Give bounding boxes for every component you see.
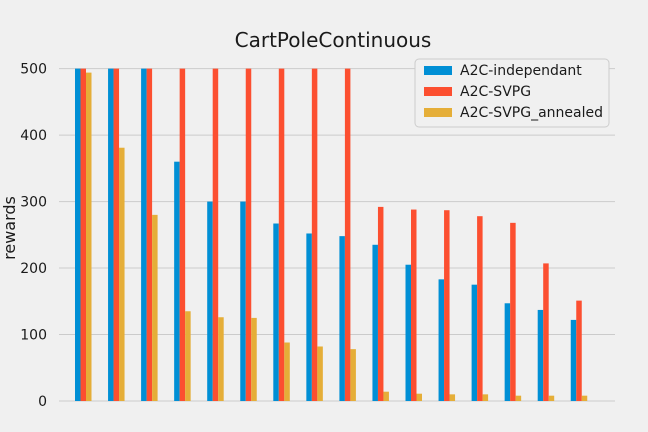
bar-a2c-svpg-3: [146, 68, 153, 401]
chart-title: CartPoleContinuous: [235, 28, 432, 52]
legend-swatch-a2c-independant: [424, 66, 452, 75]
y-tick-label-100: 100: [20, 328, 47, 344]
bar-a2c-svpg-16: [576, 300, 582, 401]
bar-a2c-independant-16: [570, 319, 577, 401]
bar-a2c-independant-6: [240, 201, 246, 401]
bar-a2c-svpg-5: [212, 68, 219, 401]
bar-a2c-svpg-10: [377, 206, 384, 401]
y-tick-label-300: 300: [20, 195, 47, 211]
bar-a2c-svpg-9: [344, 68, 351, 401]
bar-a2c-independant-11: [405, 264, 411, 401]
bar-a2c-independant-14: [504, 303, 511, 401]
bar-a2c-independant-1: [75, 68, 81, 401]
bar-a2c-svpg-annealed-3: [152, 214, 158, 401]
legend-swatch-a2c-svpg-annealed: [424, 108, 452, 117]
bar-a2c-svpg-annealed-14: [515, 395, 522, 401]
y-axis-ticks: 0 100 200 300 400 500: [20, 62, 47, 410]
bar-a2c-svpg-6: [245, 68, 252, 401]
bar-a2c-svpg-annealed-11: [416, 393, 422, 401]
bar-a2c-svpg-12: [444, 210, 450, 401]
bar-a2c-svpg-annealed-16: [581, 395, 588, 401]
bar-a2c-svpg-1: [80, 68, 86, 401]
bar-a2c-svpg-8: [311, 68, 318, 401]
bars: [75, 68, 588, 402]
y-tick-label-0: 0: [38, 394, 47, 410]
bar-a2c-independant-2: [108, 68, 114, 401]
bar-a2c-independant-13: [471, 284, 478, 401]
bar-a2c-svpg-15: [543, 263, 549, 401]
bar-a2c-svpg-annealed-1: [86, 72, 92, 402]
bar-a2c-svpg-annealed-8: [317, 346, 323, 401]
bar-a2c-svpg-14: [510, 222, 516, 401]
bar-a2c-svpg-4: [179, 68, 186, 401]
bar-a2c-independant-7: [273, 223, 279, 401]
bar-a2c-svpg-annealed-12: [449, 394, 456, 401]
bar-a2c-svpg-annealed-10: [383, 391, 389, 401]
y-axis-label: rewards: [0, 196, 19, 260]
legend-label-a2c-svpg-annealed: A2C-SVPG_annealed: [460, 105, 603, 121]
bar-a2c-independant-9: [339, 236, 345, 401]
y-tick-label-500: 500: [20, 62, 47, 78]
bar-a2c-independant-15: [537, 309, 544, 401]
bar-a2c-svpg-annealed-2: [119, 147, 125, 401]
legend-box: [414, 58, 610, 128]
bar-a2c-svpg-annealed-5: [218, 317, 224, 401]
bar-a2c-svpg-annealed-15: [548, 395, 555, 401]
bar-a2c-svpg-annealed-4: [185, 311, 191, 401]
bar-a2c-independant-5: [207, 201, 213, 401]
bar-a2c-independant-12: [438, 279, 445, 401]
y-tick-label-200: 200: [20, 261, 47, 277]
bar-a2c-svpg-annealed-9: [350, 349, 356, 401]
bar-a2c-svpg-annealed-13: [482, 394, 489, 401]
bar-a2c-independant-8: [306, 233, 312, 401]
bar-a2c-svpg-annealed-6: [251, 317, 257, 401]
bar-a2c-svpg-13: [477, 216, 483, 401]
legend: A2C-independant A2C-SVPG A2C-SVPG_anneal…: [414, 58, 610, 128]
bar-a2c-independant-10: [372, 244, 378, 401]
y-tick-label-400: 400: [20, 128, 47, 144]
bar-a2c-svpg-annealed-7: [284, 342, 290, 401]
legend-label-a2c-svpg: A2C-SVPG: [460, 84, 531, 100]
bar-a2c-svpg-11: [411, 209, 417, 401]
bar-a2c-svpg-7: [278, 68, 285, 401]
legend-label-a2c-independant: A2C-independant: [460, 63, 582, 79]
bar-a2c-svpg-2: [113, 68, 120, 401]
legend-swatch-a2c-svpg: [424, 87, 452, 96]
bar-a2c-independant-3: [141, 68, 147, 401]
bar-a2c-independant-4: [174, 161, 180, 401]
